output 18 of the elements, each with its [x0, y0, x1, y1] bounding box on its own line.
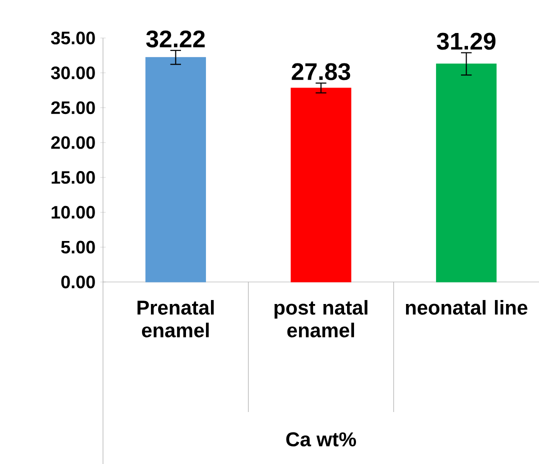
y-tick-label: 35.00 [51, 32, 95, 44]
x-axis-title: Ca wt% [286, 432, 356, 446]
bar [290, 88, 352, 282]
y-tick-label: 5.00 [61, 240, 95, 254]
data-label: 27.83 [292, 63, 350, 80]
x-tick-label: neonatal line [406, 300, 528, 315]
y-tick-label: 10.00 [52, 206, 95, 219]
data-label: 31.29 [436, 32, 496, 50]
y-tick-label: 25.00 [51, 101, 95, 114]
x-tick-label: post natal enamel [274, 300, 368, 338]
bar [145, 57, 206, 282]
bar [436, 64, 497, 282]
y-tick-label: 20.00 [51, 136, 95, 149]
y-tick-label: 0.00 [61, 276, 95, 288]
y-tick-label: 30.00 [51, 66, 95, 80]
y-tick-label: 15.00 [52, 171, 95, 184]
x-tick-label: Prenatal enamel [138, 300, 214, 338]
data-label: 32.22 [146, 30, 205, 48]
